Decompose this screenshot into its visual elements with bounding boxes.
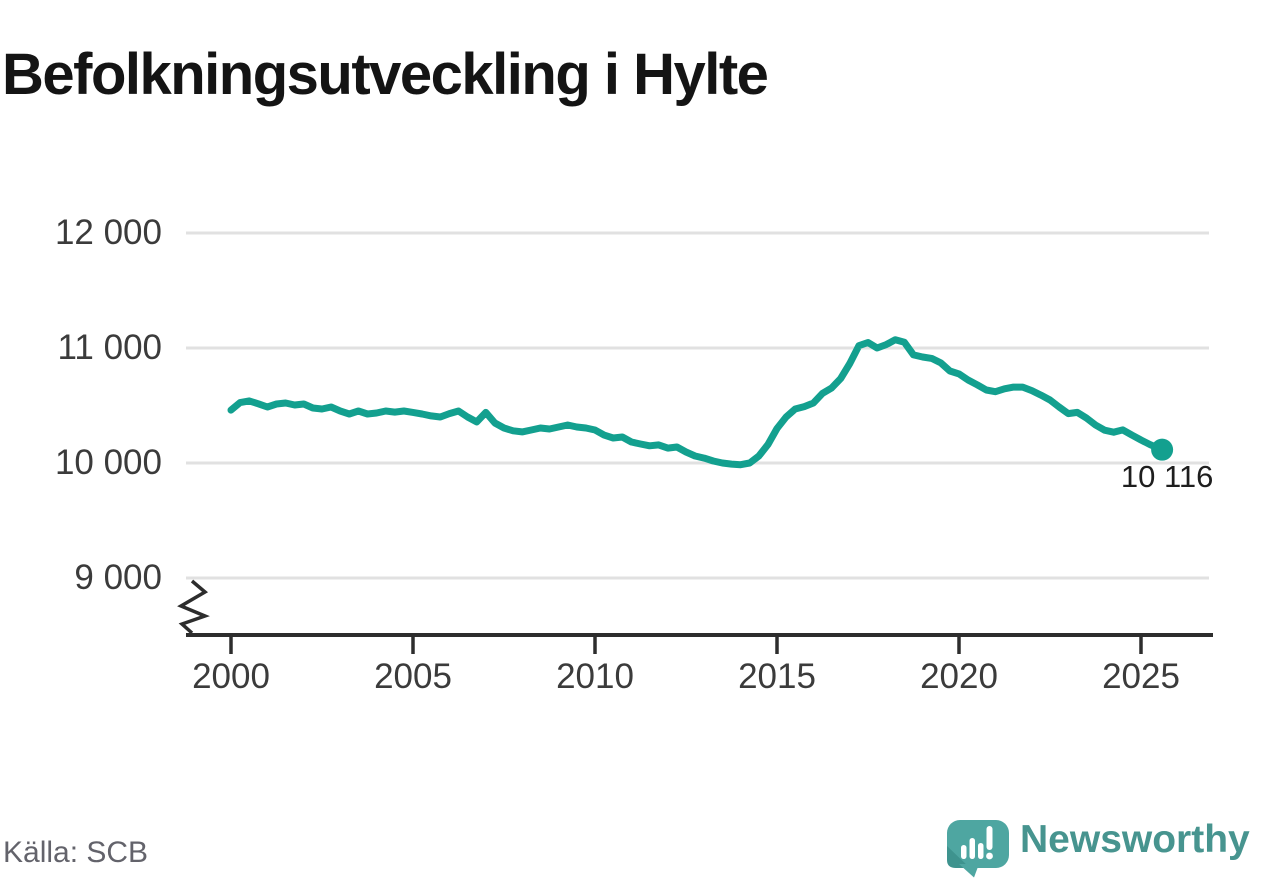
y-tick-label-11000: 11 000	[57, 328, 162, 367]
y-tick-label-10000: 10 000	[54, 443, 162, 482]
source-text: Källa: SCB	[3, 836, 149, 869]
brand-logo: Newsworthy	[946, 818, 1258, 878]
x-tick-label-2000: 2000	[192, 657, 270, 696]
x-tick-label-2015: 2015	[738, 657, 816, 696]
y-tick-label-12000: 12 000	[54, 213, 162, 252]
x-tick-label-2025: 2025	[1102, 657, 1180, 696]
x-tick-label-2010: 2010	[556, 657, 634, 696]
y-tick-label-9000: 9 000	[74, 558, 162, 597]
x-tick-label-2005: 2005	[374, 657, 452, 696]
latest-point-marker	[1151, 438, 1174, 461]
x-tick-label-2020: 2020	[920, 657, 998, 696]
newsworthy-logo-icon	[947, 820, 1009, 878]
population-line	[227, 336, 1166, 469]
y-axis-break-icon	[177, 579, 210, 635]
latest-value-label: 10 116	[1120, 458, 1214, 494]
chart-title: Befolkningsutveckling i Hylte	[2, 41, 769, 107]
brand-name: Newsworthy	[1020, 818, 1250, 861]
